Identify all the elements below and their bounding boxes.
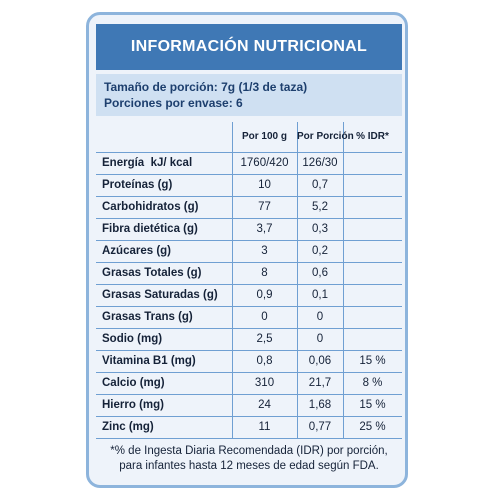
nutrient-name: Calcio (mg) [102, 377, 165, 389]
row-divider [96, 284, 402, 285]
nutrient-value: 15 % [359, 355, 386, 367]
nutrient-value: 0 [316, 311, 324, 323]
servings-per-container: Porciones por envase: 6 [104, 96, 243, 110]
nutrient-name: Hierro (mg) [102, 399, 164, 411]
nutrient-name: Carbohidratos (g) [102, 201, 199, 213]
footnote: *% de Ingesta Diaria Recomendada (IDR) p… [96, 444, 402, 474]
nutrient-value: 0,2 [312, 245, 328, 257]
nutrient-value: 0,06 [308, 355, 332, 367]
row-divider [96, 416, 402, 417]
footnote-line: para infantes hasta 12 meses de edad seg… [119, 460, 379, 472]
title: INFORMACIÓN NUTRICIONAL [96, 24, 402, 70]
nutrient-name: Vitamina B1 (mg) [102, 355, 196, 367]
column-header: Por Porción [297, 131, 354, 142]
footnote-line: *% de Ingesta Diaria Recomendada (IDR) p… [110, 445, 388, 457]
row-divider [96, 438, 402, 439]
nutrient-value: 0,6 [312, 267, 328, 279]
nutrient-value: 8 % [362, 377, 383, 389]
nutrient-value: 0,9 [256, 289, 273, 301]
nutrient-value: 0 [261, 311, 268, 323]
nutrient-value: 25 % [359, 421, 386, 433]
nutrient-name: Sodio (mg) [102, 333, 163, 345]
nutrient-name: Fibra dietética (g) [102, 223, 198, 235]
nutrient-name: Zinc (mg) [102, 421, 154, 433]
column-divider [343, 122, 344, 438]
nutrient-value: 24 [258, 399, 271, 411]
nutrient-value: 5,2 [312, 201, 328, 213]
column-header: Por 100 g [241, 131, 288, 142]
nutrient-value: 3,7 [256, 223, 273, 235]
nutrient-value: 0 [316, 333, 324, 345]
nutrient-value: 77 [258, 201, 271, 213]
nutrient-name: Grasas Totales (g) [102, 267, 202, 279]
nutrient-value: 1,68 [308, 399, 332, 411]
nutrient-value: 0,7 [312, 179, 328, 191]
nutrient-value: 0,3 [312, 223, 328, 235]
column-divider [297, 122, 298, 438]
nutrient-value: 0,8 [256, 355, 273, 367]
nutrient-value: 8 [261, 267, 268, 279]
row-divider [96, 240, 402, 241]
nutrient-value: 10 [258, 179, 271, 191]
column-divider [232, 122, 233, 438]
nutrient-name: Grasas Trans (g) [102, 311, 193, 323]
nutrient-name: Azúcares (g) [102, 245, 172, 257]
nutrient-value: 11 [258, 421, 271, 433]
nutrient-name: Grasas Saturadas (g) [102, 289, 218, 301]
row-divider [96, 306, 402, 307]
row-divider [96, 328, 402, 329]
nutrient-value: 3 [261, 245, 268, 257]
serving-info: Tamaño de porción: 7g (1/3 de taza) Porc… [96, 74, 402, 116]
nutrient-value: 1760/420 [240, 157, 289, 169]
row-divider [96, 350, 402, 351]
row-divider [96, 152, 402, 153]
nutrient-value: 15 % [359, 399, 386, 411]
serving-size: Tamaño de porción: 7g (1/3 de taza) [104, 80, 308, 94]
row-divider [96, 372, 402, 373]
nutrient-value: 0,77 [308, 421, 332, 433]
column-header: % IDR* [356, 131, 389, 142]
row-divider [96, 262, 402, 263]
nutrient-value: 310 [254, 377, 275, 389]
nutrient-value: 0,1 [312, 289, 328, 301]
row-divider [96, 174, 402, 175]
nutrient-name: Energía kJ/ kcal [102, 157, 193, 169]
row-divider [96, 394, 402, 395]
nutrition-table: Por 100 g Por Porción% IDR* Energía kJ/ kc… [96, 122, 402, 440]
nutrient-value: 21,7 [308, 377, 332, 389]
row-divider [96, 218, 402, 219]
row-divider [96, 196, 402, 197]
nutrient-value: 2,5 [256, 333, 273, 345]
nutrient-name: Proteínas (g) [102, 179, 173, 191]
nutrient-value: 126/30 [302, 157, 338, 169]
